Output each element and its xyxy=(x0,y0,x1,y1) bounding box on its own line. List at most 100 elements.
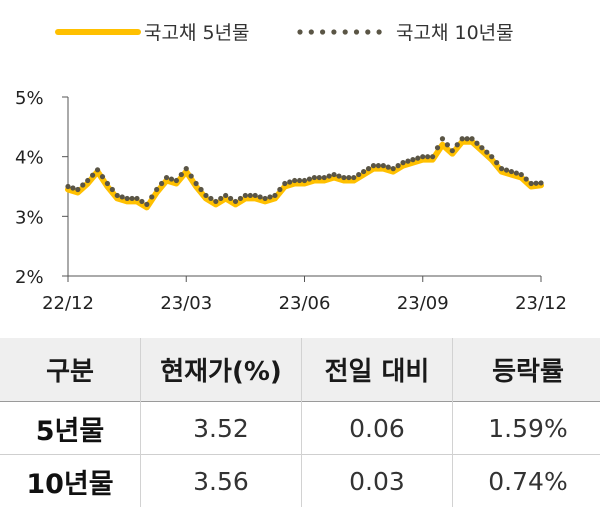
series-point-10y xyxy=(297,178,302,183)
series-point-10y xyxy=(391,166,396,171)
series-point-10y xyxy=(282,181,287,186)
series-point-10y xyxy=(174,178,179,183)
series-point-10y xyxy=(179,172,184,177)
series-point-10y xyxy=(366,166,371,171)
series-point-10y xyxy=(238,196,243,201)
series-point-10y xyxy=(267,194,272,199)
series-point-10y xyxy=(85,178,90,183)
plot-area xyxy=(65,136,543,207)
header-current-price: 현재가(%) xyxy=(141,337,302,402)
series-point-10y xyxy=(514,170,519,175)
series-point-10y xyxy=(218,196,223,201)
x-tick-label: 23/09 xyxy=(397,293,449,314)
series-point-10y xyxy=(435,145,440,150)
series-point-10y xyxy=(189,173,194,178)
series-point-10y xyxy=(213,199,218,204)
series-point-10y xyxy=(144,202,149,207)
legend-dot xyxy=(297,29,302,34)
series-point-10y xyxy=(134,196,139,201)
header-change-rate: 등락률 xyxy=(453,337,600,402)
series-point-10y xyxy=(450,148,455,153)
series-point-10y xyxy=(386,165,391,170)
series-point-10y xyxy=(327,173,332,178)
series-point-10y xyxy=(302,178,307,183)
series-point-10y xyxy=(317,175,322,180)
series-point-10y xyxy=(464,136,469,141)
series-point-10y xyxy=(415,156,420,161)
series-point-10y xyxy=(331,172,336,177)
series-point-10y xyxy=(65,184,70,189)
series-point-10y xyxy=(346,175,351,180)
series-point-10y xyxy=(203,193,208,198)
y-tick-label: 2% xyxy=(15,267,44,288)
legend-dot xyxy=(309,29,314,34)
legend-label-10y: 국고채 10년물 xyxy=(396,22,514,44)
table-row: 5년물 3.52 0.06 1.59% xyxy=(0,402,600,455)
series-point-10y xyxy=(396,163,401,168)
series-point-10y xyxy=(253,193,258,198)
series-point-10y xyxy=(538,180,543,185)
x-tick-label: 23/12 xyxy=(515,293,567,314)
series-point-10y xyxy=(489,154,494,159)
series-point-10y xyxy=(440,136,445,141)
y-tick-label: 5% xyxy=(15,88,44,109)
series-point-10y xyxy=(115,193,120,198)
legend-dot xyxy=(343,29,348,34)
legend-label-5y: 국고채 5년물 xyxy=(144,22,250,44)
series-point-10y xyxy=(159,181,164,186)
series-point-10y xyxy=(351,175,356,180)
y-tick-label: 4% xyxy=(15,148,44,169)
series-point-10y xyxy=(509,169,514,174)
legend: 국고채 5년물 국고채 10년물 xyxy=(58,22,514,44)
series-point-10y xyxy=(292,178,297,183)
series-point-10y xyxy=(361,169,366,174)
table-row: 10년물 3.56 0.03 0.74% xyxy=(0,455,600,507)
x-tick-label: 23/06 xyxy=(279,293,331,314)
series-point-10y xyxy=(110,187,115,192)
series-point-10y xyxy=(474,141,479,146)
series-point-10y xyxy=(425,154,430,159)
series-point-10y xyxy=(430,154,435,159)
series-point-10y xyxy=(484,150,489,155)
series-point-10y xyxy=(529,181,534,186)
series-point-10y xyxy=(336,173,341,178)
series-point-10y xyxy=(420,154,425,159)
table-header-row: 구분 현재가(%) 전일 대비 등락률 xyxy=(0,337,600,402)
cell-change: 0.03 xyxy=(302,455,453,507)
series-point-10y xyxy=(125,196,130,201)
series-point-10y xyxy=(460,136,465,141)
y-axis: 2%3%4%5% xyxy=(15,88,68,288)
series-point-10y xyxy=(504,167,509,172)
cell-change: 0.06 xyxy=(302,402,453,455)
series-point-10y xyxy=(223,193,228,198)
series-point-10y xyxy=(479,145,484,150)
series-point-10y xyxy=(381,163,386,168)
series-point-10y xyxy=(445,142,450,147)
legend-dot xyxy=(320,29,325,34)
cell-price: 3.56 xyxy=(141,455,302,507)
series-point-10y xyxy=(120,194,125,199)
cell-rate: 0.74% xyxy=(453,455,600,507)
series-point-10y xyxy=(80,182,85,187)
series-point-10y xyxy=(233,199,238,204)
header-daily-change: 전일 대비 xyxy=(302,337,453,402)
series-point-10y xyxy=(248,193,253,198)
cell-price: 3.52 xyxy=(141,402,302,455)
legend-dot xyxy=(354,29,359,34)
series-point-10y xyxy=(75,187,80,192)
series-point-10y xyxy=(376,163,381,168)
series-point-10y xyxy=(228,196,233,201)
series-point-10y xyxy=(277,187,282,192)
yield-summary-table: 구분 현재가(%) 전일 대비 등락률 5년물 3.52 0.06 1.59% … xyxy=(0,336,600,507)
row-label: 5년물 xyxy=(0,402,141,455)
series-point-10y xyxy=(100,174,105,179)
series-point-10y xyxy=(307,176,312,181)
series-point-10y xyxy=(455,142,460,147)
series-point-10y xyxy=(154,187,159,192)
series-point-10y xyxy=(258,194,263,199)
series-point-10y xyxy=(262,196,267,201)
series-point-10y xyxy=(533,181,538,186)
legend-dot xyxy=(377,29,382,34)
series-point-10y xyxy=(410,157,415,162)
